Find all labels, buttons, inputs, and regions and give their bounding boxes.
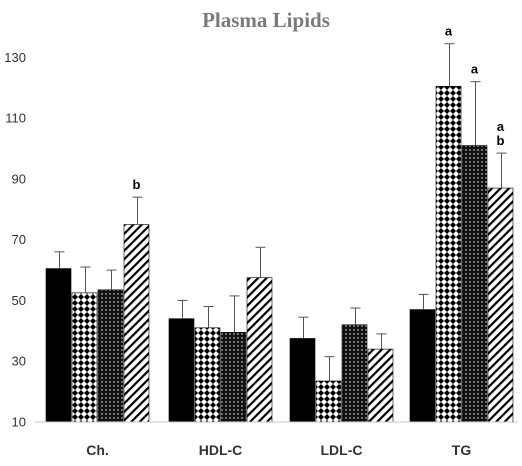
bar-diagonal-stripe [246,277,273,423]
error-bar [350,307,361,325]
x-axis: Ch. HDL-C LDL-C TG [86,442,471,458]
bar-checkerboard [71,292,98,423]
significance-label: b [497,133,505,148]
error-bar [106,269,117,290]
bar-solid-black [289,338,316,423]
error-bar [229,295,240,333]
bar-diagonal-stripe [123,224,150,423]
error-bar [470,81,481,146]
bar-dotted-dark [461,145,488,423]
error-bar [80,266,91,293]
bar-checkerboard [194,327,221,423]
bars [45,85,514,423]
y-tick-label: 90 [12,171,26,186]
error-bar [132,196,143,225]
error-bar [496,152,507,189]
bar-solid-black [409,309,436,423]
error-bar [324,356,335,381]
error-bar [54,251,65,269]
error-bar [376,333,387,350]
x-category-label: TG [452,442,472,458]
y-tick-label: 130 [4,50,26,65]
x-category-label: LDL-C [321,442,363,458]
error-bar [177,299,188,319]
bar-checkerboard [315,380,342,423]
y-tick-label: 50 [12,293,26,308]
chart-title: Plasma Lipids [202,8,330,32]
x-category-label: Ch. [86,442,109,458]
bar-solid-black [168,318,195,423]
error-bar [298,316,309,339]
error-bars [54,43,507,381]
error-bar [444,43,455,87]
bar-dotted-dark [97,289,124,423]
bar-diagonal-stripe [367,348,394,423]
bar-diagonal-stripe [487,187,514,423]
y-tick-label: 110 [5,111,26,126]
significance-label: a [471,62,479,77]
bar-dotted-dark [341,324,368,423]
error-bar [418,293,429,310]
x-category-label: HDL-C [199,442,243,458]
bar-solid-black [45,268,72,423]
error-bar [203,306,214,328]
bar-dotted-dark [220,332,247,423]
y-axis: 10 30 50 70 90 110 130 [4,50,26,430]
y-tick-label: 30 [12,354,26,369]
bar-checkerboard [435,85,462,423]
significance-label: a [445,24,453,39]
significance-label: a [497,119,505,134]
y-tick-label: 70 [12,232,26,247]
y-tick-label: 10 [12,415,26,430]
error-bar [255,246,266,278]
significance-label: b [133,177,141,192]
